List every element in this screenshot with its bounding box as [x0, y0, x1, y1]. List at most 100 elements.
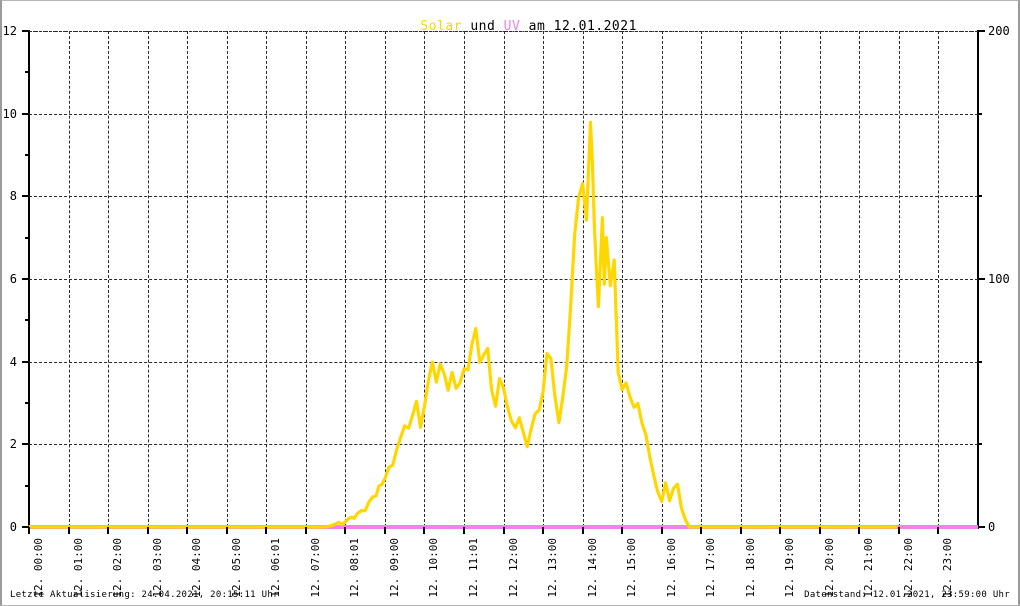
tick-right-67 — [978, 360, 982, 363]
tick-left-minor-9 — [25, 154, 29, 156]
x-axis-label-14: 12. 14:00 — [585, 538, 599, 598]
chart-title-uv: UV — [503, 19, 521, 34]
tick-bottom-22 — [897, 527, 900, 534]
gridline-v-8 — [345, 31, 347, 527]
tick-bottom-15 — [621, 527, 624, 534]
data-timestamp-text: Datenstand: 12.01.2021, 23:59:00 Uhr — [804, 590, 1010, 600]
chart-title-date: am 12.01.2021 — [520, 19, 637, 34]
gridline-v-12 — [503, 31, 505, 527]
tick-bottom-14 — [581, 527, 584, 534]
x-axis-label-11: 12. 11:01 — [466, 538, 480, 598]
tick-left-12 — [22, 30, 29, 32]
tick-left-minor-11 — [25, 71, 29, 74]
tick-right-200 — [978, 30, 985, 32]
x-axis-label-0: 12. 00:00 — [32, 538, 45, 598]
x-axis-label-10: 12. 10:00 — [427, 538, 441, 598]
x-axis-label-8: 12. 08:01 — [348, 538, 362, 598]
gridline-v-7 — [305, 31, 307, 527]
y-right-label-200: 200 — [988, 24, 1010, 38]
x-axis-label-9: 12. 09:00 — [387, 538, 401, 598]
x-axis-label-22: 12. 22:00 — [901, 538, 915, 598]
gridline-v-19 — [780, 31, 782, 527]
y-right-label-0: 0 — [988, 520, 996, 534]
tick-bottom-20 — [818, 527, 821, 534]
x-axis-label-21: 12. 21:00 — [862, 538, 876, 598]
x-axis-label-7: 12. 07:00 — [308, 538, 322, 598]
x-axis-label-23: 12. 23:00 — [941, 538, 955, 598]
tick-bottom-23 — [937, 527, 940, 534]
tick-bottom-10 — [423, 527, 426, 534]
x-axis-label-16: 12. 16:00 — [664, 538, 678, 598]
tick-right-133 — [978, 195, 982, 198]
y-left-label-12: 12 — [2, 24, 17, 38]
tick-bottom-13 — [542, 527, 545, 534]
gridline-v-16 — [661, 31, 663, 527]
gridline-v-18 — [740, 31, 742, 527]
gridline-v-11 — [463, 31, 465, 527]
tick-bottom-0 — [28, 527, 30, 534]
tick-bottom-18 — [739, 527, 742, 534]
x-axis-label-6: 12. 06:01 — [269, 538, 283, 598]
tick-bottom-21 — [858, 527, 861, 534]
tick-bottom-2 — [107, 527, 110, 534]
tick-left-0 — [22, 526, 29, 528]
gridline-v-1 — [68, 31, 70, 527]
tick-left-2 — [22, 443, 29, 446]
tick-bottom-7 — [304, 527, 307, 534]
tick-bottom-5 — [225, 527, 228, 534]
x-axis-label-2: 12. 02:00 — [111, 538, 125, 598]
y-left-label-6: 6 — [9, 272, 17, 286]
x-axis-label-13: 12. 13:00 — [546, 538, 560, 598]
tick-bottom-17 — [700, 527, 703, 534]
solar-series-line — [27, 120, 898, 529]
tick-left-10 — [22, 112, 29, 115]
tick-left-minor-1 — [25, 484, 29, 487]
x-axis-label-1: 12. 01:00 — [71, 538, 85, 598]
gridline-v-15 — [622, 31, 624, 527]
gridline-v-5 — [226, 31, 228, 527]
x-axis-label-18: 12. 18:00 — [743, 538, 757, 598]
gridline-v-13 — [543, 31, 545, 527]
tick-left-minor-5 — [25, 319, 29, 322]
tick-right-167 — [978, 112, 982, 115]
gridline-v-2 — [108, 31, 110, 527]
y-left-label-0: 0 — [9, 520, 17, 534]
gridline-v-20 — [819, 31, 821, 527]
x-axis-label-17: 12. 17:00 — [704, 538, 718, 598]
y-left-label-8: 8 — [9, 189, 17, 204]
tick-bottom-6 — [265, 527, 268, 534]
gridline-v-22 — [898, 31, 900, 527]
tick-bottom-8 — [344, 527, 347, 534]
y-left-label-10: 10 — [2, 106, 17, 121]
gridline-v-6 — [266, 31, 268, 527]
tick-bottom-19 — [779, 527, 782, 534]
gridline-v-3 — [147, 31, 149, 527]
x-axis-label-15: 12. 15:00 — [625, 538, 639, 598]
tick-bottom-9 — [383, 527, 386, 534]
tick-right-100 — [978, 278, 985, 280]
tick-left-6 — [22, 278, 29, 280]
tick-left-8 — [22, 195, 29, 198]
chart-title-und: und — [462, 19, 504, 34]
plot-area — [27, 31, 978, 529]
x-axis-label-4: 12. 04:00 — [190, 538, 204, 598]
y-left-label-2: 2 — [9, 437, 17, 452]
tick-bottom-12 — [502, 527, 505, 534]
tick-right-0 — [978, 526, 985, 528]
tick-left-minor-3 — [25, 402, 29, 404]
tick-bottom-4 — [186, 527, 189, 534]
gridline-v-9 — [384, 31, 386, 527]
y-right-label-100: 100 — [988, 272, 1010, 286]
x-axis-label-12: 12. 12:00 — [506, 538, 520, 598]
tick-bottom-3 — [146, 527, 149, 534]
gridline-v-14 — [582, 31, 584, 527]
tick-bottom-16 — [660, 527, 663, 534]
tick-right-33 — [978, 443, 982, 446]
chart-title: Solar und UV am 12.01.2021 — [2, 3, 1018, 51]
series-layer — [27, 120, 978, 529]
tick-bottom-1 — [67, 527, 70, 534]
gridline-v-21 — [859, 31, 861, 527]
tick-bottom-11 — [462, 527, 465, 534]
y-left-label-4: 4 — [9, 354, 17, 369]
